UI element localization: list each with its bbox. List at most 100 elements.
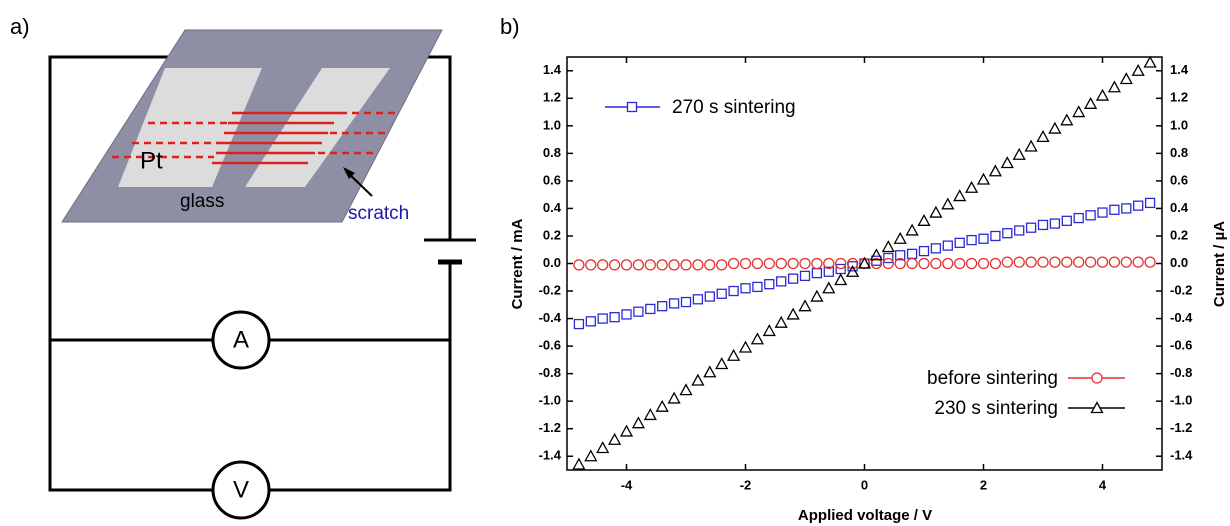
- data-point: [918, 257, 930, 270]
- legend-label: 230 s sintering: [934, 398, 1058, 419]
- legend-marker: [1091, 372, 1103, 384]
- data-point: [1037, 219, 1049, 231]
- data-point: [810, 289, 824, 302]
- data-point: [668, 298, 680, 309]
- data-point: [1024, 139, 1038, 152]
- data-point: [965, 180, 979, 193]
- data-point: [691, 373, 705, 386]
- data-point: [716, 288, 727, 299]
- data-point: [1097, 207, 1108, 218]
- data-point: [643, 408, 657, 421]
- data-point: [704, 259, 716, 271]
- y-tick-label: 0.8: [543, 145, 561, 160]
- y2-tick-label: 0.0: [1170, 255, 1188, 270]
- substrate-label: glass: [180, 191, 224, 212]
- ammeter-label: A: [233, 326, 249, 353]
- x-tick-label: -2: [740, 477, 752, 492]
- y2-tick-label: -1.0: [1170, 393, 1192, 408]
- scratch-dashes: [112, 111, 395, 159]
- data-point: [667, 391, 681, 404]
- data-point: [597, 259, 609, 271]
- data-point: [585, 316, 596, 327]
- data-point: [728, 285, 739, 297]
- voltmeter-label: V: [233, 476, 249, 503]
- data-point: [786, 307, 800, 320]
- data-point: [751, 257, 764, 270]
- voltmeter: [211, 460, 271, 520]
- panel-label: a): [10, 14, 30, 39]
- data-point: [716, 259, 728, 271]
- data-point: [775, 257, 787, 270]
- data-point: [1119, 72, 1133, 85]
- data-point: [895, 250, 906, 261]
- y2-tick-label: -1.4: [1170, 448, 1193, 463]
- data-point: [882, 257, 894, 270]
- data-point: [573, 318, 585, 330]
- data-point: [894, 257, 906, 270]
- data-point: [883, 252, 894, 264]
- data-point: [930, 243, 942, 254]
- data-point: [798, 299, 812, 312]
- data-point: [632, 259, 645, 271]
- data-point: [762, 324, 776, 337]
- data-point: [823, 257, 835, 270]
- data-point: [1013, 256, 1025, 268]
- y2-tick-label: 0.4: [1170, 200, 1189, 215]
- data-point: [1084, 96, 1098, 109]
- x-axis-label: Applied voltage / V: [798, 507, 932, 524]
- data-point: [799, 270, 811, 282]
- ammeter: [211, 310, 271, 370]
- data-point: [619, 424, 634, 437]
- data-point: [1107, 80, 1121, 93]
- data-point: [1108, 256, 1121, 268]
- data-point: [750, 332, 764, 345]
- data-point: [1144, 197, 1156, 209]
- y-tick-label: -0.4: [539, 310, 562, 325]
- data-point: [584, 449, 598, 462]
- data-point: [633, 306, 644, 317]
- data-point: [989, 257, 1002, 270]
- data-point: [645, 303, 656, 315]
- y2-tick-label: -0.8: [1170, 365, 1192, 380]
- y-tick-label: -1.0: [539, 393, 561, 408]
- data-point: [965, 257, 978, 270]
- data-point: [1012, 147, 1026, 160]
- data-point: [1025, 222, 1037, 233]
- y2-tick-label: -0.6: [1170, 338, 1192, 353]
- data-point: [740, 283, 751, 294]
- data-point: [1084, 256, 1097, 268]
- y-axis-label: Current / mA: [509, 218, 526, 309]
- data-point: [976, 172, 991, 185]
- y2-axis-label: Current / µA: [1211, 221, 1228, 307]
- pt-electrode: [245, 68, 390, 187]
- data-point: [644, 259, 656, 271]
- data-point: [1073, 212, 1084, 224]
- data-point: [1095, 88, 1110, 101]
- legend-label: before sintering: [927, 368, 1058, 389]
- x-tick-label: 4: [1099, 477, 1107, 492]
- data-point: [620, 259, 633, 271]
- panel-label: b): [500, 14, 520, 39]
- data-point: [727, 348, 741, 361]
- data-point: [929, 205, 943, 218]
- data-point: [846, 264, 860, 277]
- y-tick-label: -1.2: [539, 420, 561, 435]
- data-point: [1002, 228, 1013, 239]
- data-point: [621, 309, 632, 320]
- data-point: [738, 340, 753, 353]
- data-point: [573, 259, 585, 271]
- y2-tick-label: 1.0: [1170, 117, 1188, 132]
- legend-marker: [626, 101, 638, 113]
- data-point: [1133, 200, 1144, 211]
- data-point: [1132, 256, 1144, 268]
- y2-tick-label: -0.2: [1170, 282, 1192, 297]
- data-point: [787, 273, 799, 284]
- data-point: [1061, 215, 1072, 226]
- y2-tick-label: -0.4: [1170, 310, 1193, 325]
- data-point: [1121, 203, 1132, 214]
- data-point: [597, 313, 608, 324]
- data-point: [1036, 129, 1050, 142]
- data-point: [692, 259, 704, 271]
- data-point: [692, 294, 704, 305]
